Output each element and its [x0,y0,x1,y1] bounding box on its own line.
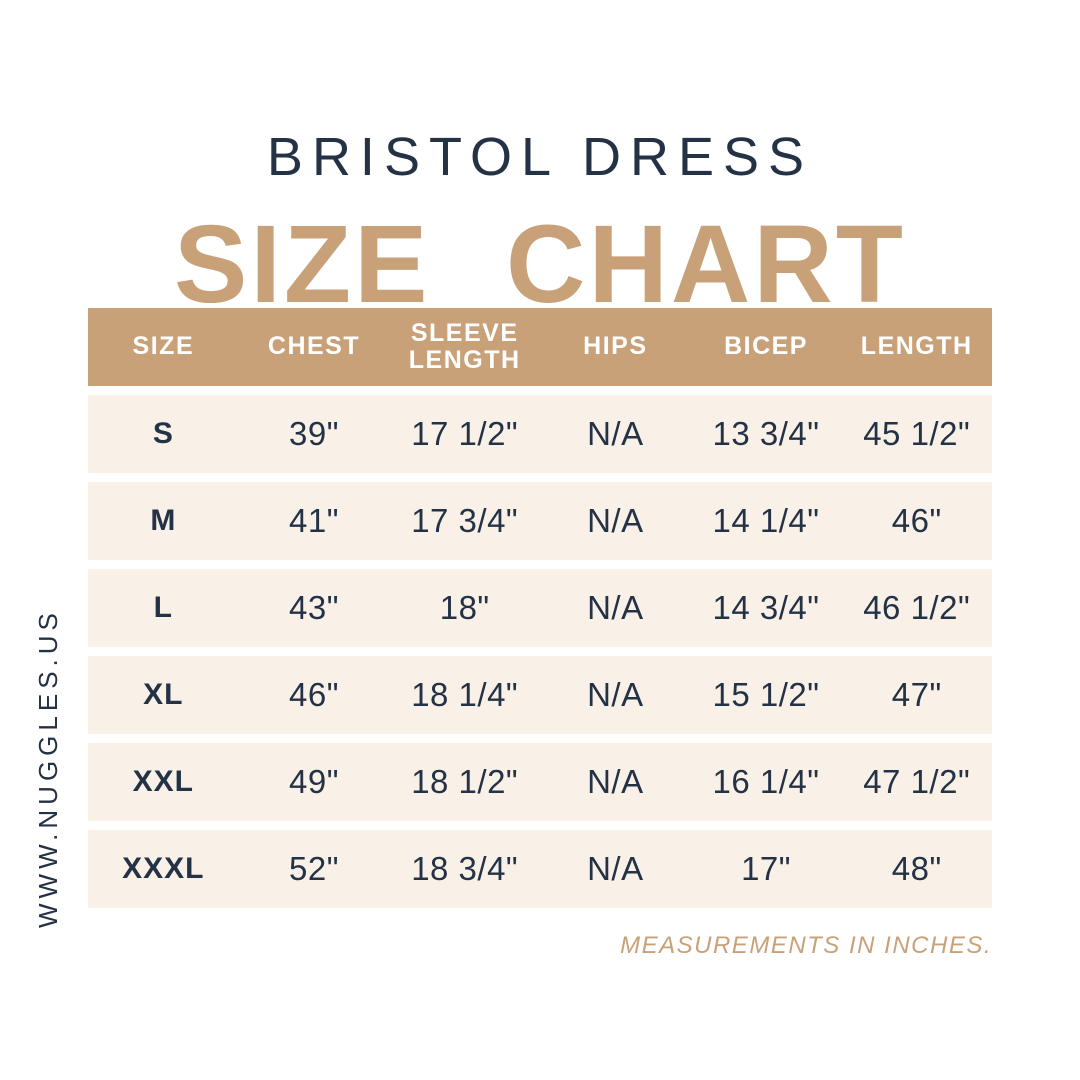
bicep-cell: 13 3/4" [712,415,820,452]
length-cell: 47 1/2" [863,763,971,800]
size-chart-panel: BRISTOL DRESS SIZE CHART SIZE CHEST SLEE… [88,0,992,960]
bicep-cell: 17" [741,850,791,887]
column-header-size: SIZE [132,332,195,361]
column-header-sleeve-length: SLEEVE LENGTH [408,318,521,374]
chest-cell: 46" [289,676,339,713]
length-cell: 46" [891,502,942,539]
sleeve-length-cell: 18 1/2" [411,763,519,800]
bicep-cell: 14 3/4" [712,589,820,626]
table-row-xxxl: XXXL 52" 18 3/4" N/A 17" 48" [88,830,992,908]
chest-cell: 39" [289,415,339,452]
sleeve-length-cell: 18 1/4" [411,676,519,713]
website-url-vertical: WWW.NUGGLES.US [33,608,63,928]
hips-cell: N/A [587,589,644,626]
bicep-cell: 16 1/4" [712,763,820,800]
chest-cell: 43" [289,589,339,626]
length-cell: 45 1/2" [863,415,971,452]
sleeve-length-cell: 17 1/2" [411,415,519,452]
size-cell: XL [143,678,184,711]
size-cell: XXXL [122,852,205,885]
size-cell: S [152,417,174,450]
table-row-xl: XL 46" 18 1/4" N/A 15 1/2" 47" [88,656,992,734]
length-cell: 48" [891,850,942,887]
bicep-cell: 14 1/4" [712,502,820,539]
column-header-bicep: BICEP [724,332,808,361]
size-cell: M [150,504,177,537]
hips-cell: N/A [587,502,644,539]
column-header-chest: CHEST [267,332,361,361]
hips-cell: N/A [587,676,644,713]
chest-cell: 41" [289,502,339,539]
column-header-length: LENGTH [860,332,973,361]
table-header-row: SIZE CHEST SLEEVE LENGTH HIPS BICEP LENG… [88,308,992,386]
table-row-xxl: XXL 49" 18 1/2" N/A 16 1/4" 47 1/2" [88,743,992,821]
column-header-hips: HIPS [583,332,648,361]
hips-cell: N/A [587,763,644,800]
sleeve-length-cell: 18 3/4" [411,850,519,887]
size-cell: L [153,591,173,624]
table-row-s: S 39" 17 1/2" N/A 13 3/4" 45 1/2" [88,395,992,473]
hips-cell: N/A [587,850,644,887]
measurements-footnote: MEASUREMENTS IN INCHES. [620,932,992,959]
hips-cell: N/A [587,415,644,452]
chest-cell: 49" [289,763,339,800]
size-cell: XXL [132,765,195,798]
length-cell: 47" [891,676,942,713]
bicep-cell: 15 1/2" [712,676,820,713]
length-cell: 46 1/2" [863,589,971,626]
sleeve-length-cell: 17 3/4" [411,502,519,539]
table-row-m: M 41" 17 3/4" N/A 14 1/4" 46" [88,482,992,560]
sleeve-length-cell: 18" [439,589,490,626]
table-row-l: L 43" 18" N/A 14 3/4" 46 1/2" [88,569,992,647]
size-chart-heading: SIZE CHART [174,203,906,326]
size-table: SIZE CHEST SLEEVE LENGTH HIPS BICEP LENG… [88,308,992,908]
chest-cell: 52" [289,850,339,887]
product-title: BRISTOL DRESS [266,127,814,187]
